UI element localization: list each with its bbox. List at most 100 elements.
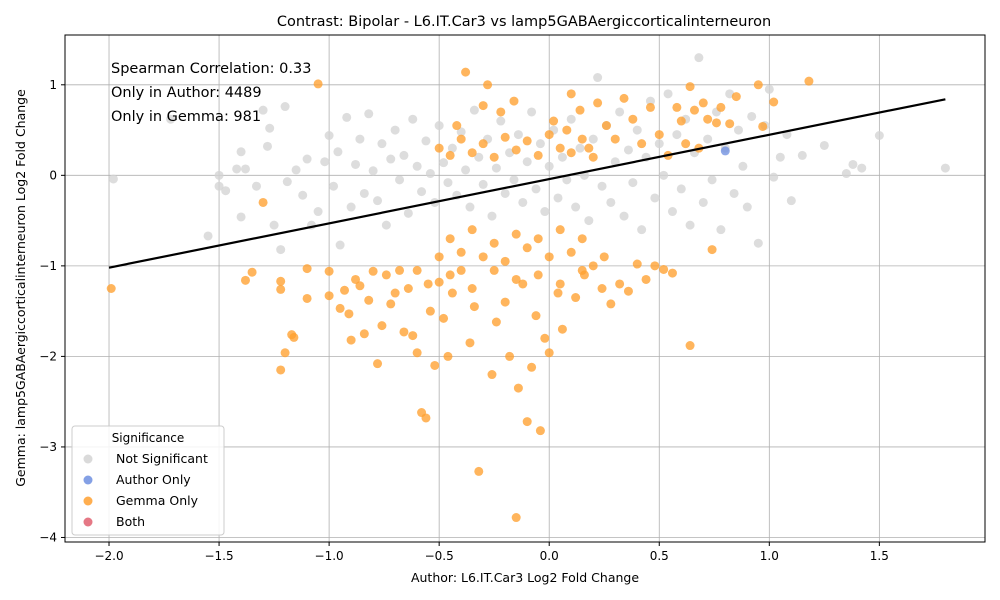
point-not-significant <box>478 179 488 189</box>
point-not-significant <box>698 197 708 207</box>
point-not-significant <box>236 147 246 157</box>
point-not-significant <box>491 163 501 173</box>
x-tick-label: −2.0 <box>94 549 123 563</box>
point-gemma-only <box>544 252 554 262</box>
point-gemma-only <box>601 121 611 131</box>
point-not-significant <box>258 105 268 115</box>
point-gemma-only <box>258 197 268 207</box>
point-not-significant <box>373 196 383 206</box>
point-gemma-only <box>467 284 477 293</box>
point-gemma-only <box>535 426 545 436</box>
point-not-significant <box>377 139 387 149</box>
point-gemma-only <box>106 284 116 293</box>
point-not-significant <box>346 202 356 212</box>
point-not-significant <box>742 202 752 212</box>
point-not-significant <box>355 134 365 144</box>
point-not-significant <box>553 193 563 203</box>
point-not-significant <box>615 107 625 117</box>
point-gemma-only <box>276 365 286 375</box>
point-author-only <box>720 146 730 156</box>
point-gemma-only <box>430 360 440 370</box>
point-gemma-only <box>676 116 686 126</box>
point-not-significant <box>606 197 616 207</box>
point-gemma-only <box>423 279 433 289</box>
point-gemma-only <box>425 306 435 316</box>
point-not-significant <box>381 220 391 230</box>
point-not-significant <box>408 114 418 124</box>
x-axis-ticks: −2.0 −1.5 −1.0 −0.5 0.0 0.5 1.0 1.5 <box>94 542 889 563</box>
point-not-significant <box>496 116 506 126</box>
annotation-gemma-only: Only in Gemma: 981 <box>111 109 261 125</box>
point-not-significant <box>841 169 851 179</box>
annotation-author-only: Only in Author: 4489 <box>111 85 262 101</box>
point-gemma-only <box>533 150 543 160</box>
legend-marker <box>83 496 93 506</box>
point-gemma-only <box>421 413 431 423</box>
point-gemma-only <box>555 279 565 289</box>
point-not-significant <box>412 161 422 171</box>
point-gemma-only <box>355 281 365 291</box>
point-gemma-only <box>412 265 422 275</box>
point-not-significant <box>659 170 669 180</box>
point-gemma-only <box>240 275 250 285</box>
point-gemma-only <box>467 225 477 235</box>
point-gemma-only <box>461 67 471 77</box>
point-not-significant <box>663 89 673 99</box>
point-gemma-only <box>698 98 708 108</box>
point-not-significant <box>280 102 290 112</box>
y-axis-label: Gemma: lamp5GABAergiccorticalinterneuron… <box>13 89 28 487</box>
data-points <box>106 53 950 523</box>
chart-title: Contrast: Bipolar - L6.IT.Car3 vs lamp5G… <box>277 14 771 30</box>
point-gemma-only <box>434 277 444 287</box>
point-gemma-only <box>711 118 721 128</box>
point-gemma-only <box>577 134 587 144</box>
point-gemma-only <box>313 79 323 89</box>
point-gemma-only <box>659 264 669 274</box>
point-gemma-only <box>434 252 444 262</box>
point-gemma-only <box>571 293 581 303</box>
point-gemma-only <box>566 148 576 158</box>
grid-lines <box>65 35 985 542</box>
point-not-significant <box>474 152 484 162</box>
point-gemma-only <box>335 303 345 313</box>
point-gemma-only <box>511 145 521 155</box>
point-not-significant <box>619 211 629 221</box>
point-not-significant <box>269 220 279 230</box>
point-gemma-only <box>577 234 587 244</box>
point-gemma-only <box>553 288 563 298</box>
x-tick-label: −1.5 <box>204 549 233 563</box>
point-gemma-only <box>511 513 521 523</box>
point-not-significant <box>672 130 682 140</box>
point-gemma-only <box>632 259 642 269</box>
point-gemma-only <box>302 264 312 274</box>
x-tick-label: −0.5 <box>425 549 454 563</box>
point-not-significant <box>637 225 647 235</box>
plot-frame <box>64 34 986 543</box>
point-not-significant <box>291 165 301 175</box>
point-gemma-only <box>610 134 620 144</box>
point-not-significant <box>251 181 261 191</box>
point-gemma-only <box>487 370 497 380</box>
point-not-significant <box>276 245 286 255</box>
point-gemma-only <box>478 252 488 262</box>
legend-marker <box>83 517 93 527</box>
point-gemma-only <box>641 274 651 284</box>
point-not-significant <box>562 175 572 185</box>
point-not-significant <box>522 157 532 167</box>
point-not-significant <box>584 216 594 226</box>
point-gemma-only <box>804 76 814 86</box>
point-gemma-only <box>289 332 299 342</box>
point-not-significant <box>214 181 224 191</box>
point-gemma-only <box>403 284 413 293</box>
point-not-significant <box>540 207 550 217</box>
point-gemma-only <box>645 102 655 112</box>
point-gemma-only <box>474 466 484 476</box>
point-not-significant <box>342 112 352 122</box>
point-gemma-only <box>351 274 361 284</box>
point-gemma-only <box>703 114 713 124</box>
point-gemma-only <box>456 265 466 275</box>
point-not-significant <box>395 175 405 185</box>
point-gemma-only <box>489 152 499 162</box>
point-gemma-only <box>527 362 537 372</box>
point-not-significant <box>527 107 537 117</box>
